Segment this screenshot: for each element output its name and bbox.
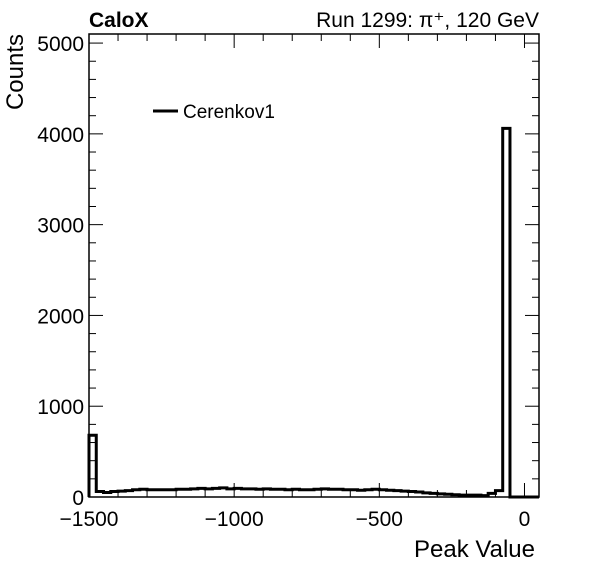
axis-tick-labels: −1500 −1000 −500 0 0 1000 2000 3000 4000 5000 bbox=[37, 33, 530, 531]
y-tick-label: 0 bbox=[72, 487, 84, 510]
y-tick-label: 2000 bbox=[37, 305, 84, 328]
x-tick-label: 0 bbox=[519, 508, 531, 531]
axis-ticks bbox=[88, 34, 539, 498]
legend: Cerenkov1 bbox=[153, 102, 275, 123]
x-tick-label: −1500 bbox=[60, 508, 119, 531]
x-axis-label: Peak Value bbox=[414, 536, 535, 563]
x-tick-label: −1000 bbox=[205, 508, 264, 531]
y-tick-label: 5000 bbox=[37, 33, 84, 56]
y-tick-label: 3000 bbox=[37, 215, 84, 238]
plot-frame bbox=[88, 33, 540, 498]
experiment-label: CaloX bbox=[89, 9, 149, 32]
y-axis-label: Counts bbox=[2, 34, 29, 110]
histogram-line-cerenkov1 bbox=[87, 126, 539, 499]
y-tick-label: 1000 bbox=[37, 396, 84, 419]
x-tick-label: −500 bbox=[356, 508, 403, 531]
run-info-label: Run 1299: π⁺, 120 GeV bbox=[316, 9, 539, 32]
y-tick-label: 4000 bbox=[37, 124, 84, 147]
legend-label-cerenkov1: Cerenkov1 bbox=[183, 102, 275, 123]
